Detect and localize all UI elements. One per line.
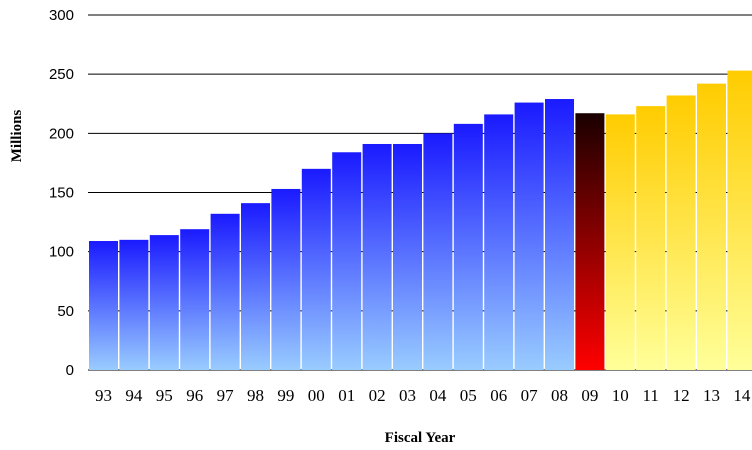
bar-96 — [180, 229, 210, 370]
bar-10 — [605, 114, 635, 371]
bar-08 — [545, 99, 574, 371]
bar-12 — [666, 95, 696, 370]
bar-07 — [514, 102, 544, 371]
y-tick-labels: 0 50 100 150 200 250 300 — [49, 7, 74, 379]
bar-01 — [332, 152, 362, 370]
x-tick-label: 96 — [186, 386, 203, 405]
x-tick-label: 97 — [217, 386, 235, 405]
y-tick-label: 300 — [49, 7, 74, 24]
bar-14 — [727, 70, 752, 370]
x-tick-labels: 93 94 95 96 97 98 99 00 01 02 03 04 05 06 07 08 09 10 11 12… — [95, 386, 751, 405]
x-tick-label: 10 — [612, 386, 629, 405]
x-tick-label: 09 — [581, 386, 598, 405]
bar-00 — [301, 168, 331, 370]
bar-95 — [149, 235, 179, 370]
bar-93 — [89, 241, 118, 370]
x-tick-label: 98 — [247, 386, 264, 405]
bar-97 — [210, 213, 240, 370]
y-axis-title: Millions — [9, 110, 25, 163]
x-tick-label: 99 — [277, 386, 294, 405]
bar-13 — [697, 83, 726, 370]
bar-06 — [484, 114, 514, 371]
x-tick-label: 14 — [733, 386, 751, 405]
x-tick-label: 03 — [399, 386, 416, 405]
x-axis-title: Fiscal Year — [385, 430, 456, 446]
y-tick-label: 250 — [49, 66, 74, 83]
x-tick-label: 07 — [521, 386, 539, 405]
bar-04 — [423, 133, 453, 370]
bar-05 — [453, 123, 483, 370]
y-tick-label: 50 — [57, 303, 74, 320]
bar-11 — [636, 106, 666, 370]
x-tick-label: 93 — [95, 386, 112, 405]
x-tick-label: 08 — [551, 386, 568, 405]
x-tick-label: 12 — [673, 386, 690, 405]
x-tick-label: 05 — [460, 386, 477, 405]
bar-09 — [575, 113, 605, 370]
y-tick-label: 100 — [49, 244, 74, 261]
x-tick-label: 01 — [338, 386, 355, 405]
x-tick-label: 95 — [156, 386, 173, 405]
bar-98 — [241, 203, 270, 370]
bar-99 — [271, 188, 301, 370]
x-tick-label: 06 — [490, 386, 507, 405]
x-tick-label: 02 — [369, 386, 386, 405]
x-tick-label: 00 — [308, 386, 325, 405]
x-tick-label: 04 — [429, 386, 447, 405]
bars — [89, 70, 752, 371]
y-tick-label: 0 — [66, 362, 74, 379]
x-tick-label: 94 — [125, 386, 143, 405]
y-tick-label: 200 — [49, 125, 74, 142]
x-tick-label: 11 — [643, 386, 659, 405]
y-tick-label: 150 — [49, 185, 74, 202]
bar-02 — [362, 143, 392, 370]
bar-94 — [119, 239, 149, 370]
x-tick-label: 13 — [703, 386, 720, 405]
bar-03 — [393, 143, 422, 370]
